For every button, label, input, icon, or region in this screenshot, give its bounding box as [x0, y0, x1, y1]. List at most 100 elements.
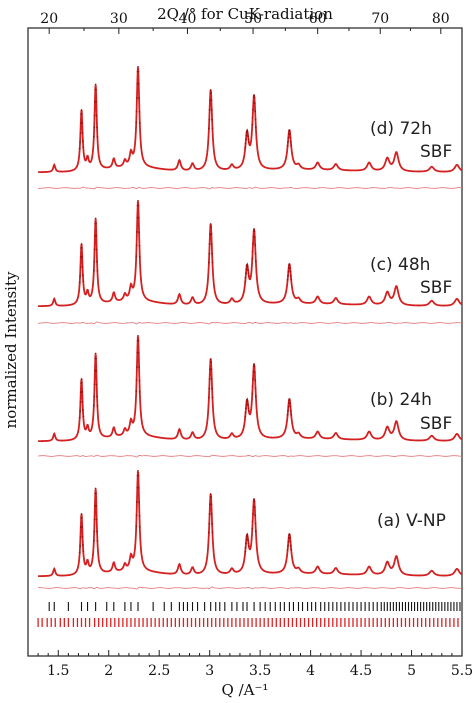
observed-point — [210, 378, 213, 380]
observed-point — [136, 501, 138, 503]
observed-point — [289, 140, 292, 143]
observed-point — [92, 404, 95, 407]
observed-point — [93, 126, 96, 129]
observed-point — [211, 127, 214, 130]
observed-point — [81, 525, 84, 528]
observed-point — [247, 409, 250, 412]
observed-point — [136, 366, 138, 368]
observed-point — [244, 280, 247, 283]
observed-point — [253, 506, 256, 509]
bottom-axis-title: Q /A⁻¹ — [222, 681, 269, 699]
observed-point — [251, 257, 254, 260]
bottom-axis: 1.5 2 2.5 3 3.5 4 4.5 5 5.5 — [37, 650, 473, 679]
observed-point — [136, 486, 139, 489]
observed-point — [209, 99, 211, 102]
series-label: (b) 24h — [370, 390, 432, 410]
observed-point — [137, 486, 140, 489]
bottom-tick-label: 2 — [104, 663, 113, 679]
observed-point — [208, 522, 211, 525]
observed-point — [251, 392, 254, 395]
observed-point — [95, 100, 98, 103]
observed-point — [252, 370, 255, 373]
observed-point — [247, 272, 250, 275]
observed-point — [253, 228, 255, 230]
bottom-tick-label: 4.5 — [350, 663, 372, 679]
observed-point — [136, 231, 138, 233]
top-axis-title: 2Q /° for CuK-radiation — [157, 5, 333, 23]
observed-point — [210, 233, 213, 236]
observed-point — [96, 404, 99, 407]
observed-point — [251, 385, 254, 388]
observed-point — [287, 266, 290, 269]
observed-point — [136, 82, 139, 85]
observed-point — [80, 516, 83, 519]
observed-point — [94, 504, 96, 507]
observed-point — [289, 405, 292, 408]
observed-point — [253, 498, 255, 500]
observed-point — [135, 525, 138, 528]
observed-point — [254, 260, 257, 263]
observed-point — [96, 135, 99, 138]
observed-point — [137, 200, 139, 202]
top-tick-label: 30 — [110, 11, 128, 27]
observed-point — [209, 368, 211, 371]
observed-point — [289, 270, 292, 273]
observed-point — [254, 514, 257, 517]
observed-point — [246, 130, 249, 133]
observed-point — [252, 505, 255, 508]
observed-point — [94, 217, 97, 220]
observed-point — [81, 121, 84, 124]
observed-point — [247, 539, 249, 542]
observed-point — [92, 135, 95, 138]
observed-point — [245, 272, 247, 275]
observed-point — [208, 118, 211, 121]
observed-point — [135, 121, 138, 124]
observed-point — [289, 536, 292, 539]
observed-point — [80, 378, 83, 380]
observed-point — [287, 536, 290, 539]
y-axis-title: normalized Intensity — [2, 271, 20, 428]
observed-point — [79, 401, 82, 404]
observed-point — [138, 256, 141, 258]
observed-point — [289, 409, 292, 412]
observed-point — [208, 387, 211, 390]
residual-curve — [38, 586, 463, 590]
observed-point — [209, 358, 212, 360]
observed-point — [136, 97, 138, 99]
observed-point — [136, 216, 139, 219]
observed-point — [286, 278, 289, 281]
observed-point — [253, 363, 255, 365]
observed-point — [208, 252, 211, 255]
observed-point — [137, 470, 139, 472]
observed-point — [253, 365, 256, 368]
observed-point — [82, 544, 84, 546]
observed-point — [244, 550, 247, 553]
observed-point — [245, 407, 247, 410]
observed-point — [78, 551, 81, 554]
observed-point — [254, 379, 257, 382]
observed-point — [79, 410, 81, 412]
observed-point — [137, 351, 140, 354]
observed-point — [138, 231, 140, 234]
observed-point — [79, 132, 82, 135]
series-label: (a) V-NP — [377, 511, 446, 531]
bottom-tick-label: 4 — [306, 663, 315, 679]
observed-point — [245, 268, 248, 271]
observed-point — [289, 266, 292, 269]
observed-point — [251, 123, 254, 126]
observed-point — [135, 514, 138, 517]
observed-point — [290, 144, 293, 147]
observed-point — [208, 261, 210, 264]
observed-point — [136, 351, 139, 354]
observed-point — [211, 396, 214, 399]
observed-point — [252, 512, 254, 515]
series-sublabel: SBF — [420, 278, 452, 298]
observed-point — [80, 513, 83, 515]
series-sublabel: SBF — [420, 142, 452, 162]
observed-point — [251, 250, 254, 253]
series-panel: (a) V-NP — [38, 470, 463, 590]
observed-point — [247, 269, 249, 272]
observed-point — [209, 223, 212, 225]
bottom-tick-label: 5 — [407, 663, 416, 679]
observed-point — [247, 274, 250, 277]
